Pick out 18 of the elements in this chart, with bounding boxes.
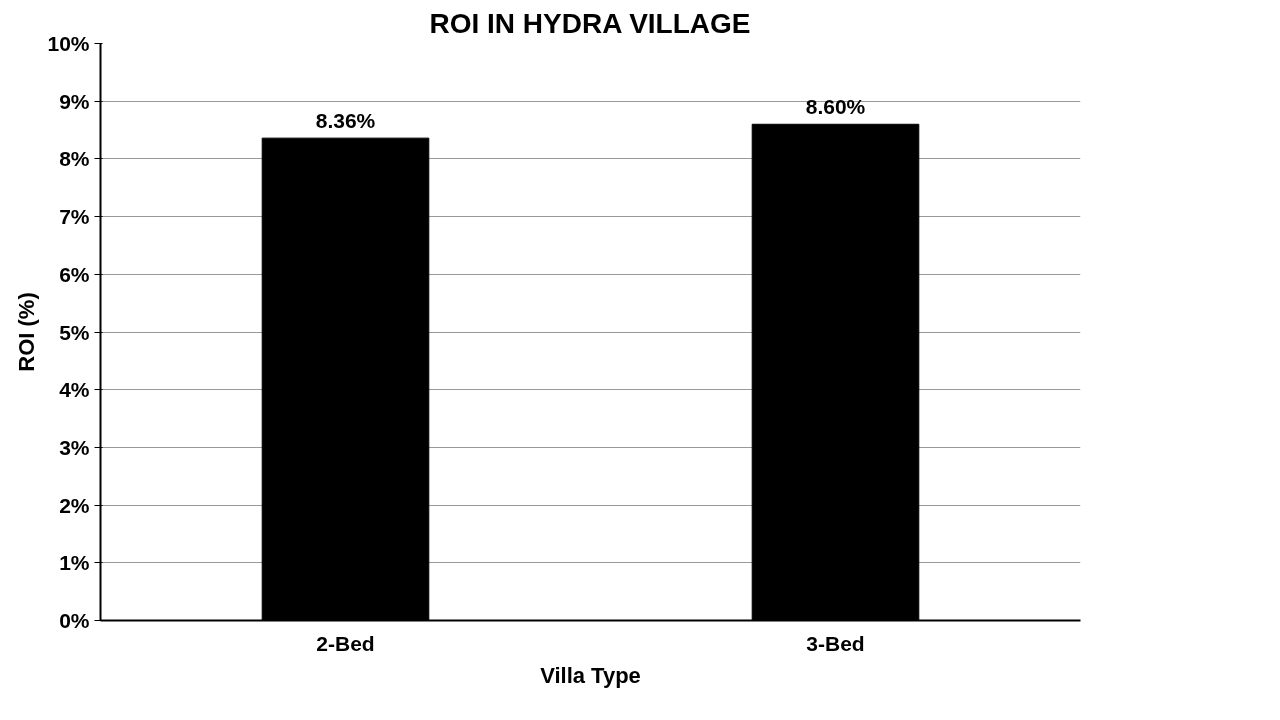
data-label: 8.36% [315, 109, 376, 133]
y-tick-label: 9% [59, 89, 90, 113]
chart-title: ROI IN HYDRA VILLAGE [429, 7, 751, 39]
y-tick-label: 7% [59, 205, 90, 229]
x-tick-label: 3-Bed [806, 631, 865, 655]
y-axis-title: ROI (%) [14, 292, 40, 372]
y-tick-label: 5% [59, 320, 90, 344]
y-tick-label: 4% [59, 378, 90, 402]
y-tick-label: 0% [59, 609, 90, 632]
x-axis-title: Villa Type [540, 662, 641, 688]
y-tick-label: 6% [59, 262, 90, 286]
y-tick-label: 8% [59, 147, 90, 171]
x-tick-label: 2-Bed [316, 631, 375, 655]
y-tick-label: 10% [47, 32, 90, 55]
y-tick-label: 1% [59, 551, 90, 575]
data-label: 8.60% [805, 95, 866, 119]
y-tick-label: 2% [59, 493, 90, 517]
y-tick-label: 3% [59, 435, 90, 459]
